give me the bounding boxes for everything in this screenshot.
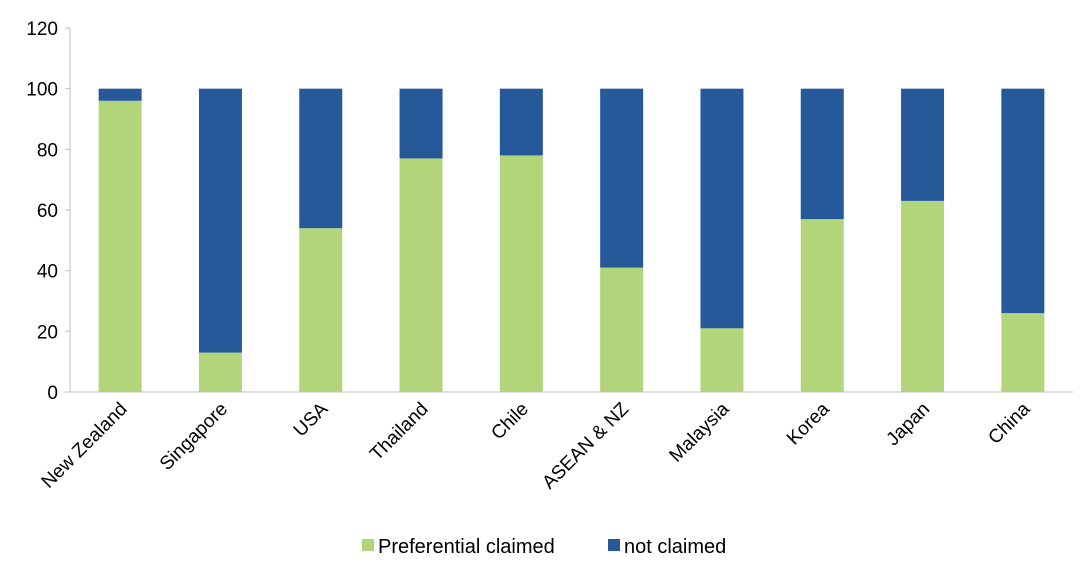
- x-tick-label: China: [984, 398, 1034, 448]
- bar-not-claimed: [600, 88, 644, 268]
- bar-preferential-claimed: [399, 158, 443, 392]
- legend-label: not claimed: [624, 536, 726, 558]
- bar-preferential-claimed: [499, 155, 543, 392]
- bar-not-claimed: [198, 88, 242, 353]
- y-tick-label: 100: [26, 80, 58, 101]
- bar-preferential-claimed: [98, 100, 142, 393]
- x-tick-label: Japan: [883, 399, 934, 450]
- x-tick-label: Thailand: [366, 399, 432, 465]
- x-tick-label: Chile: [487, 399, 532, 444]
- y-tick-label: 80: [37, 140, 58, 161]
- x-axis: New Zealand Singapore USA Thailand Chile ASEA…: [38, 391, 1073, 493]
- bar-not-claimed: [800, 88, 844, 220]
- bar-preferential-claimed: [700, 328, 744, 392]
- bar-preferential-claimed: [1001, 313, 1045, 392]
- bar-not-claimed: [299, 88, 343, 229]
- y-axis: 0 20 40 60 80 100 120: [26, 19, 71, 404]
- bar-preferential-claimed: [299, 228, 343, 392]
- bar-not-claimed: [1001, 88, 1045, 314]
- bar-preferential-claimed: [800, 219, 844, 392]
- bar-preferential-claimed: [901, 200, 945, 392]
- bar-preferential-claimed: [198, 352, 242, 392]
- legend-swatch: [362, 539, 374, 551]
- bars: [98, 88, 1045, 393]
- bar-not-claimed: [901, 88, 945, 201]
- bar-not-claimed: [98, 88, 142, 101]
- y-tick-label: 60: [37, 201, 58, 222]
- legend: Preferential claimed not claimed: [362, 536, 726, 558]
- x-tick-label: ASEAN & NZ: [538, 398, 633, 493]
- y-tick-label: 40: [37, 262, 58, 283]
- bar-not-claimed: [499, 88, 543, 156]
- bar-not-claimed: [399, 88, 443, 159]
- legend-label: Preferential claimed: [378, 536, 555, 558]
- bar-preferential-claimed: [600, 267, 644, 392]
- x-tick-label: New Zealand: [38, 399, 132, 493]
- x-tick-label: Malaysia: [666, 398, 734, 466]
- y-tick-label: 120: [26, 19, 58, 40]
- x-tick-label: Korea: [783, 398, 834, 449]
- x-tick-label: Singapore: [156, 399, 232, 475]
- x-tick-label: USA: [290, 398, 333, 441]
- bar-not-claimed: [700, 88, 744, 329]
- legend-swatch: [608, 539, 620, 551]
- y-tick-label: 0: [47, 383, 58, 404]
- y-tick-label: 20: [37, 322, 58, 343]
